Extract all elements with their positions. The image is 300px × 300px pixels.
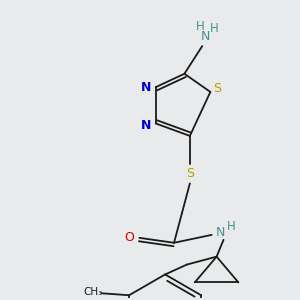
Text: H: H — [227, 220, 236, 233]
Text: N: N — [141, 119, 151, 132]
Text: O: O — [124, 231, 134, 244]
Text: H: H — [210, 22, 218, 35]
Text: S: S — [186, 167, 194, 180]
Text: N: N — [200, 30, 210, 43]
Text: H: H — [196, 20, 205, 33]
Text: S: S — [213, 82, 221, 95]
Text: N: N — [141, 81, 151, 94]
Text: CH₃: CH₃ — [84, 287, 103, 297]
Text: N: N — [216, 226, 225, 239]
